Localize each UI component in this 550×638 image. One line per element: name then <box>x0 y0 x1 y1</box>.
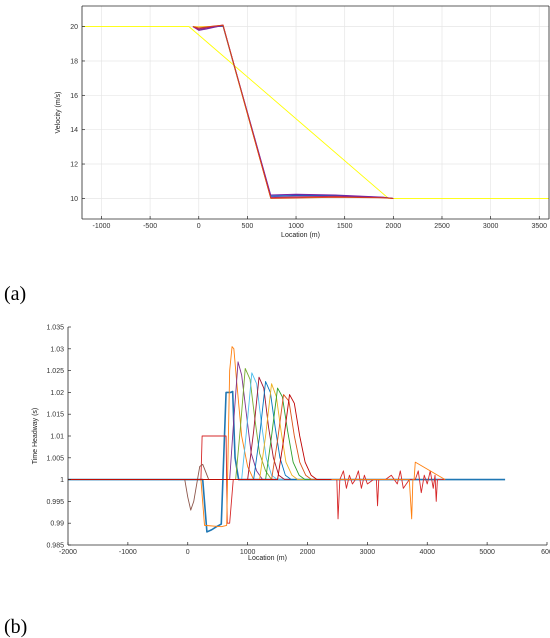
series-line-8 <box>68 381 308 481</box>
y-tick-label: 1.02 <box>50 390 64 397</box>
y-tick-label: 1.025 <box>46 368 64 375</box>
y-tick-label: 12 <box>70 162 78 169</box>
series-line-5 <box>192 24 394 199</box>
y-tick-label: 0.985 <box>46 543 64 550</box>
x-tick-label: 2500 <box>434 223 450 230</box>
y-tick-label: 0.995 <box>46 499 64 506</box>
x-tick-label: 0 <box>186 549 190 556</box>
y-tick-label: 20 <box>70 24 78 31</box>
x-tick-label: 3000 <box>360 549 376 556</box>
y-axis-label: Time Headway (s) <box>32 408 39 465</box>
series-line-1 <box>192 25 394 199</box>
series-line-3 <box>68 463 308 511</box>
x-tick-label: 3000 <box>483 223 499 230</box>
series-line-3 <box>192 25 394 199</box>
series-line-4 <box>68 361 308 481</box>
series-line-6 <box>68 372 308 481</box>
y-tick-label: 1.01 <box>50 434 64 441</box>
x-tick-label: 600 <box>541 549 550 556</box>
x-tick-label: -2000 <box>59 549 77 556</box>
chart-panel-1: -2000 -1000 0 1000 2000 3000 4000 5000 600 0.985 0… <box>4 325 550 638</box>
panel-label: (b) <box>4 616 27 638</box>
y-tick-label: 1 <box>60 477 64 484</box>
x-axis-label: Location (m) <box>281 232 320 239</box>
y-tick-label: 1.005 <box>46 455 64 462</box>
x-axis-label: Location (m) <box>248 555 287 562</box>
series-line-7 <box>68 376 308 481</box>
x-tick-label: 2000 <box>300 549 316 556</box>
x-tick-label: -1000 <box>119 549 137 556</box>
y-tick-label: 1.03 <box>50 346 64 353</box>
x-tick-label: 1500 <box>337 223 353 230</box>
series-line-0 <box>68 390 506 533</box>
x-tick-label: 500 <box>242 223 254 230</box>
x-tick-label: 2000 <box>386 223 402 230</box>
y-tick-label: 14 <box>70 127 78 134</box>
y-tick-label: 1.035 <box>46 325 64 332</box>
x-tick-label: -1000 <box>93 223 111 230</box>
x-tick-label: 0 <box>197 223 201 230</box>
y-tick-label: 18 <box>70 58 78 65</box>
x-tick-label: 1000 <box>240 549 256 556</box>
series-line-2 <box>192 25 394 199</box>
series-line-0 <box>82 26 549 199</box>
y-tick-label: 10 <box>70 196 78 203</box>
series-line-4 <box>192 25 394 199</box>
y-tick-label: 0.99 <box>50 521 64 528</box>
chart-panel-0: -1000 -500 0 500 1000 1500 2000 2500 3000 3500 10 1… <box>4 5 550 305</box>
series-line-11 <box>68 394 326 481</box>
panel-label: (a) <box>4 283 26 305</box>
x-tick-label: 3500 <box>531 223 547 230</box>
series-group <box>68 346 506 533</box>
y-tick-label: 1.015 <box>46 412 64 419</box>
x-tick-label: -500 <box>143 223 157 230</box>
x-tick-label: 5000 <box>479 549 495 556</box>
y-axis-label: Velocity (m/s) <box>55 91 62 133</box>
series-line-2 <box>68 346 446 528</box>
series-line-12 <box>68 394 332 481</box>
x-tick-label: 1000 <box>288 223 304 230</box>
series-group <box>82 24 549 199</box>
x-tick-label: 4000 <box>419 549 435 556</box>
y-tick-label: 16 <box>70 93 78 100</box>
series-line-6 <box>192 24 394 199</box>
